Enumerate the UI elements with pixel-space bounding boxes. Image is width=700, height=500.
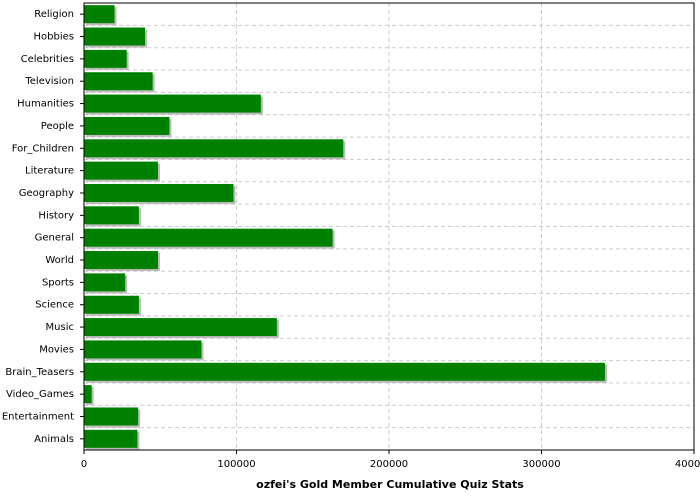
bar (84, 273, 126, 292)
bar (84, 318, 277, 337)
bar (84, 206, 139, 225)
bar (84, 49, 127, 68)
y-tick-label: Hobbies (34, 32, 74, 43)
y-tick-label: Religion (34, 9, 74, 20)
x-tick-label: 400000 (675, 459, 700, 470)
bar (84, 340, 202, 359)
y-tick-label: Entertainment (2, 411, 74, 422)
y-tick-label: Literature (25, 166, 74, 177)
y-tick-label: Brain_Teasers (5, 367, 74, 378)
y-tick-label: World (45, 255, 74, 266)
x-tick-label: 200000 (370, 459, 408, 470)
bar (84, 362, 605, 381)
y-tick-label: Geography (19, 188, 74, 199)
bar (84, 27, 145, 46)
y-tick-label: History (38, 210, 74, 221)
bar (84, 228, 333, 247)
bar (84, 139, 344, 158)
x-tick-label: 100000 (217, 459, 255, 470)
bar (84, 72, 153, 91)
bar (84, 385, 92, 404)
y-tick-label: Music (46, 322, 74, 333)
y-tick-label: For_Children (12, 143, 74, 154)
x-tick-label: 0 (81, 459, 87, 470)
y-tick-label: Animals (34, 434, 74, 445)
x-tick-label: 300000 (522, 459, 560, 470)
bar (84, 116, 170, 135)
y-tick-label: Science (35, 300, 74, 311)
bar (84, 5, 115, 24)
y-tick-label: Celebrities (21, 54, 74, 65)
bar (84, 429, 138, 448)
y-tick-label: Sports (42, 277, 74, 288)
x-axis-label: ozfei's Gold Member Cumulative Quiz Stat… (256, 478, 524, 491)
bar (84, 161, 158, 180)
y-tick-label: Humanities (17, 99, 74, 110)
y-tick-label: General (35, 233, 74, 244)
y-tick-label: People (41, 121, 74, 132)
bar (84, 295, 139, 314)
y-tick-label: Television (24, 76, 74, 87)
bar (84, 251, 158, 270)
bar (84, 183, 234, 202)
y-tick-label: Video_Games (6, 389, 74, 400)
bar (84, 94, 261, 113)
y-tick-label: Movies (39, 344, 74, 355)
bar (84, 407, 139, 426)
plot-frame (83, 2, 695, 451)
